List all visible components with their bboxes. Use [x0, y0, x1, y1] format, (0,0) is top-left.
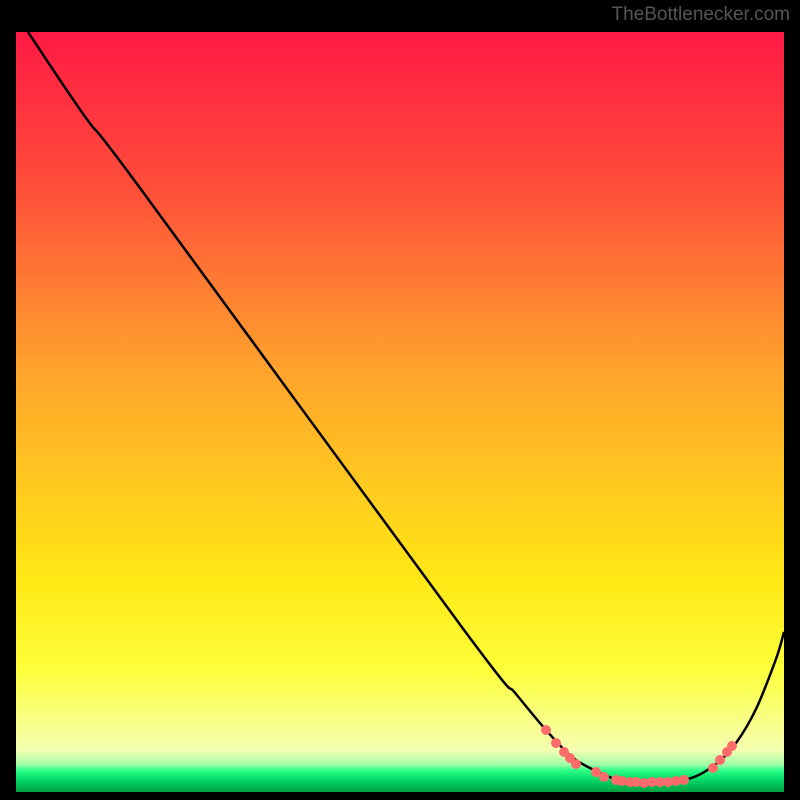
data-point-marker: [708, 763, 718, 773]
data-point-marker: [599, 772, 609, 782]
chart-svg: [16, 32, 784, 792]
watermark: TheBottlenecker.com: [612, 4, 790, 26]
data-point-marker: [715, 755, 725, 765]
chart-gradient-area: [16, 32, 784, 792]
data-point-marker: [727, 741, 737, 751]
bottleneck-curve: [28, 32, 784, 783]
data-point-marker: [571, 759, 581, 769]
data-point-marker: [541, 725, 551, 735]
data-point-marker: [679, 775, 689, 785]
data-point-marker: [551, 738, 561, 748]
marker-group: [541, 725, 737, 788]
